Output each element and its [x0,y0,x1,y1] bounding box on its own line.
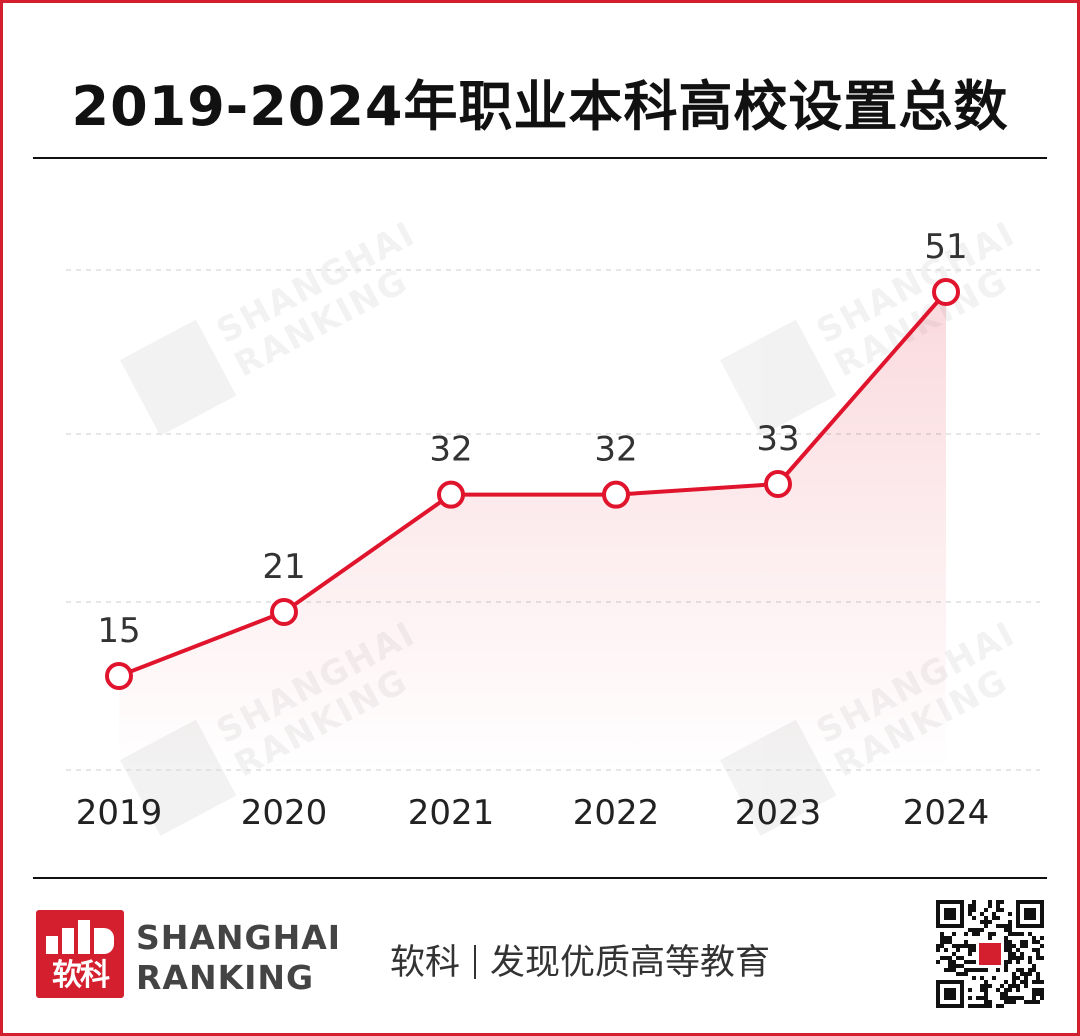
logo-bar-icon [94,928,114,954]
data-label: 21 [262,547,305,587]
qr-code-icon [936,900,1044,1008]
chart-title: 2019-2024年职业本科高校设置总数 [71,75,1009,138]
data-labels: 15 21 32 32 33 51 [97,227,967,651]
x-tick-label: 2019 [76,793,163,833]
data-point [764,470,792,498]
data-label: 32 [594,430,637,470]
data-point [602,480,630,509]
x-tick-label: 2022 [573,793,660,833]
data-points [105,278,960,690]
series-line [118,290,948,678]
x-tick-label: 2021 [408,793,495,833]
brand-line1: SHANGHAI [136,918,342,957]
area-fill [119,292,946,772]
footer-divider [33,877,1047,879]
logo-text: 软科 [52,958,110,993]
data-point [437,480,465,509]
data-point [932,278,960,306]
brand-line2: RANKING [136,958,315,997]
logo-bar-icon [62,928,74,954]
footer-brand: SHANGHAI RANKING [136,918,341,998]
shanghai-ranking-logo: 软科 [36,910,124,998]
series-line-group [118,290,948,678]
x-axis-ticks: 2019 2020 2021 2022 2023 2024 [76,793,990,833]
slogan-separator [474,945,477,979]
area-fill-path [119,292,946,772]
title-divider [33,157,1047,159]
x-tick-label: 2020 [241,793,328,833]
data-label: 32 [429,430,472,470]
slogan-text: 发现优质高等教育 [490,943,771,983]
slogan-name: 软科 [390,943,461,983]
x-tick-label: 2024 [903,793,990,833]
x-tick-label: 2023 [735,793,822,833]
data-label: 33 [756,419,799,459]
data-label: 15 [97,611,140,651]
logo-bar-icon [78,920,90,954]
data-point [105,662,133,690]
footer-slogan: 软科 发现优质高等教育 [390,934,770,985]
logo-bar-icon [46,936,58,954]
data-label: 51 [924,227,967,267]
data-point [270,598,298,626]
